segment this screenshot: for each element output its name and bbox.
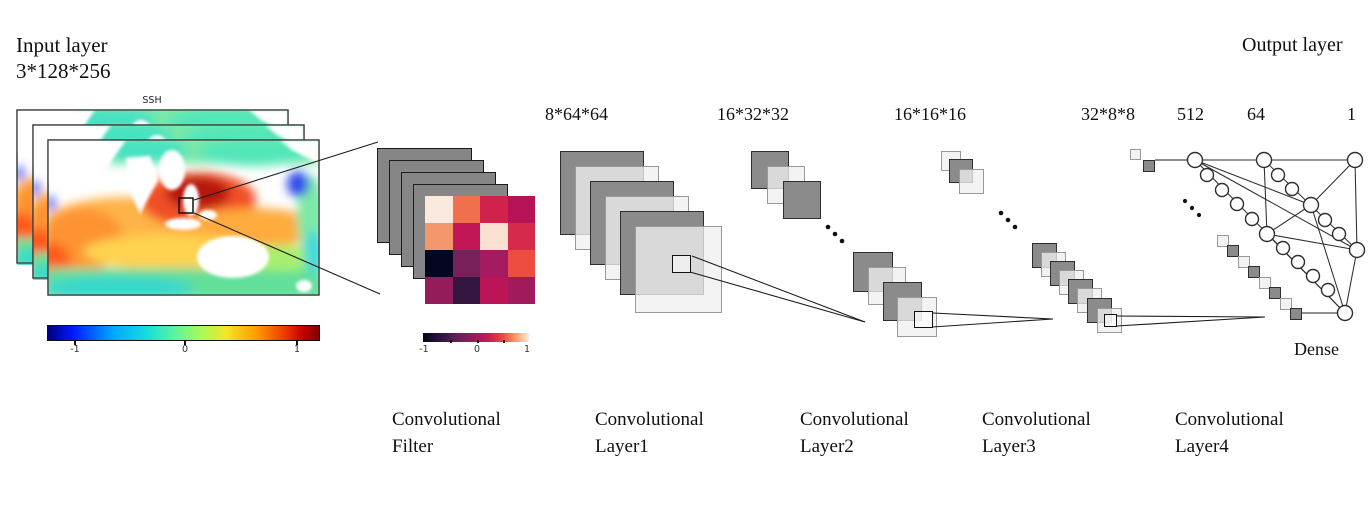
input-colorbar-tick	[184, 341, 186, 345]
conv2-caption-line2: Layer2	[800, 436, 854, 457]
conv1-dims-label: 8*64*64	[545, 104, 608, 124]
filter-heatmap-cell	[480, 223, 508, 250]
filter-caption-line1: Convolutional	[392, 409, 501, 430]
fc1-dims-label: 512	[1177, 104, 1204, 124]
input-map-panel-front	[47, 139, 320, 296]
input-colorbar	[47, 325, 320, 341]
conv2-receptive-field	[914, 311, 933, 328]
conv3-caption: Convolutional Layer3	[982, 406, 1091, 460]
filter-heatmap-cell	[425, 277, 453, 304]
filter-heatmap-cell	[480, 250, 508, 277]
filter-colorbar-ticklabel: 0	[473, 344, 481, 355]
filter-colorbar-ticklabel: 1	[523, 344, 531, 355]
filter-heatmap-cell	[507, 250, 535, 277]
filter-caption-line2: Filter	[392, 436, 434, 457]
output-layer-label: Output layer	[1242, 34, 1343, 56]
conv2-caption: Convolutional Layer2	[800, 406, 909, 460]
filter-colorbar-tick	[503, 340, 505, 343]
conv3-caption-line1: Convolutional	[982, 409, 1091, 430]
filter-heatmap-cell	[425, 250, 453, 277]
filter-heatmap-cell	[452, 196, 480, 223]
conv4-caption-line2: Layer4	[1175, 436, 1229, 457]
conv3-caption-line2: Layer3	[982, 436, 1036, 457]
conv2-caption-line1: Convolutional	[800, 409, 909, 430]
ssh-label: SSH	[142, 95, 162, 106]
fc2-dims-label: 64	[1247, 104, 1265, 124]
filter-heatmap-cell	[452, 250, 480, 277]
filter-heatmap-cell	[452, 277, 480, 304]
filter-colorbar-ticklabel: -1	[419, 344, 429, 355]
input-colorbar-ticklabel: -1	[70, 344, 80, 355]
filter-heatmap-cell	[425, 196, 453, 223]
dense-label: Dense	[1294, 339, 1339, 359]
filter-heatmap-cell	[480, 277, 508, 304]
input-colorbar-tick	[296, 341, 298, 345]
conv4-caption: Convolutional Layer4	[1175, 406, 1284, 460]
input-layer-label: Input layer	[16, 33, 108, 57]
conv1-caption-line1: Convolutional	[595, 409, 704, 430]
conv3-top-group-square	[959, 169, 984, 194]
filter-colorbar-tick	[450, 340, 452, 343]
conv4-dims-label: 32*8*8	[1081, 104, 1135, 124]
filter-colorbar-tick	[477, 340, 479, 343]
input-colorbar-tick	[74, 341, 76, 345]
filter-heatmap-cell	[452, 223, 480, 250]
conv1-caption-line2: Layer1	[595, 436, 649, 457]
filter-heatmap-cell	[507, 277, 535, 304]
filter-caption: Convolutional Filter	[392, 406, 501, 460]
conv1-receptive-field	[672, 255, 691, 273]
input-dims-label: 3*128*256	[16, 59, 111, 83]
filter-heatmap-cell	[425, 223, 453, 250]
filter-heatmap-cell	[507, 223, 535, 250]
filter-heatmap-cell	[507, 196, 535, 223]
filter-heatmap-cell	[480, 196, 508, 223]
input-colorbar-ticklabel: 0	[181, 344, 189, 355]
conv4-bottom-group-square	[1290, 308, 1302, 320]
filter-colorbar	[423, 333, 529, 342]
filter-heatmap	[425, 196, 535, 304]
conv4-caption-line1: Convolutional	[1175, 409, 1284, 430]
conv4-top-group-square	[1130, 149, 1141, 160]
conv3-dims-label: 16*16*16	[894, 104, 966, 124]
conv4-top-group-square	[1143, 160, 1155, 172]
conv3-receptive-field	[1104, 314, 1117, 327]
conv1-caption: Convolutional Layer1	[595, 406, 704, 460]
conv2-dims-label: 16*32*32	[717, 104, 789, 124]
input-colorbar-ticklabel: 1	[293, 344, 301, 355]
conv2-top-group-square	[783, 181, 821, 219]
output-dims-label: 1	[1347, 104, 1356, 124]
